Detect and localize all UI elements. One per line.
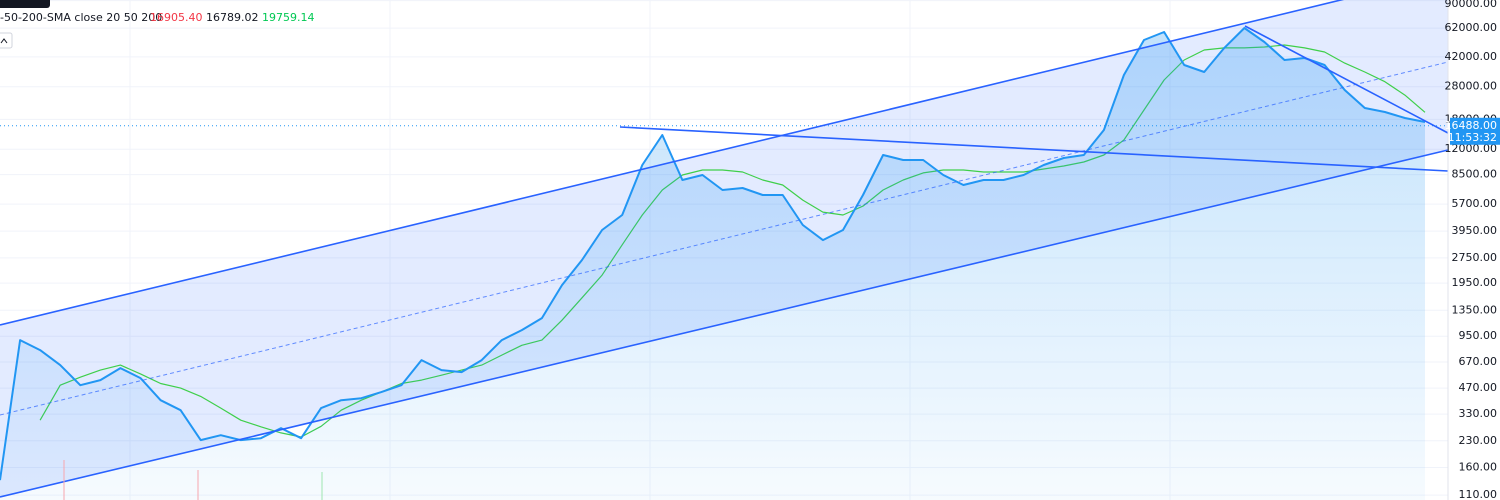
channel-lower	[0, 149, 1449, 498]
chevron-icon	[0, 38, 8, 44]
last-price-box	[1450, 117, 1500, 145]
y-tick-label: 330.00	[1459, 407, 1498, 420]
y-tick-label: 62000.00	[1445, 21, 1498, 34]
y-tick-label: 90000.00	[1445, 0, 1498, 10]
y-tick-label: 470.00	[1459, 381, 1498, 394]
indicator-label: -50-200-SMA close 20 50 200	[0, 11, 162, 24]
axis-labels: 90000.0062000.0042000.0028000.0018000.00…	[1445, 0, 1500, 500]
trend-line	[619, 126, 1449, 172]
price-axis	[1448, 0, 1500, 500]
y-tick-label: 950.00	[1459, 329, 1498, 342]
indicator-value: 16789.02	[206, 11, 259, 24]
channel-upper	[0, 0, 1345, 326]
trend-line	[1244, 25, 1449, 134]
y-tick-label: 230.00	[1459, 434, 1498, 447]
y-tick-label: 8500.00	[1452, 168, 1498, 181]
indicator-value: 19759.14	[262, 11, 315, 24]
y-tick-label: 160.00	[1459, 461, 1498, 474]
sma-line	[39, 44, 1426, 438]
price-area	[0, 28, 1425, 500]
countdown-label: 11:53:32	[1448, 131, 1497, 144]
y-tick-label: 5700.00	[1452, 197, 1498, 210]
y-tick-label: 1950.00	[1452, 276, 1498, 289]
channel-median	[0, 61, 1449, 416]
y-tick-label: 670.00	[1459, 355, 1498, 368]
tooltip	[0, 0, 50, 8]
y-tick-label: 1350.00	[1452, 303, 1498, 316]
collapse-button[interactable]	[0, 32, 13, 49]
y-tick-label: 28000.00	[1445, 80, 1498, 93]
y-tick-label: 42000.00	[1445, 50, 1498, 63]
y-tick-label: 12000.00	[1445, 142, 1498, 155]
indicator-values: 16905.40 16789.02 19759.14	[150, 11, 315, 24]
y-tick-label: 110.00	[1459, 488, 1498, 500]
y-tick-label: 2750.00	[1452, 251, 1498, 264]
y-tick-label: 3950.00	[1452, 224, 1498, 237]
indicator-value: 16905.40	[150, 11, 203, 24]
last-price-label: 16488.00	[1445, 119, 1498, 132]
